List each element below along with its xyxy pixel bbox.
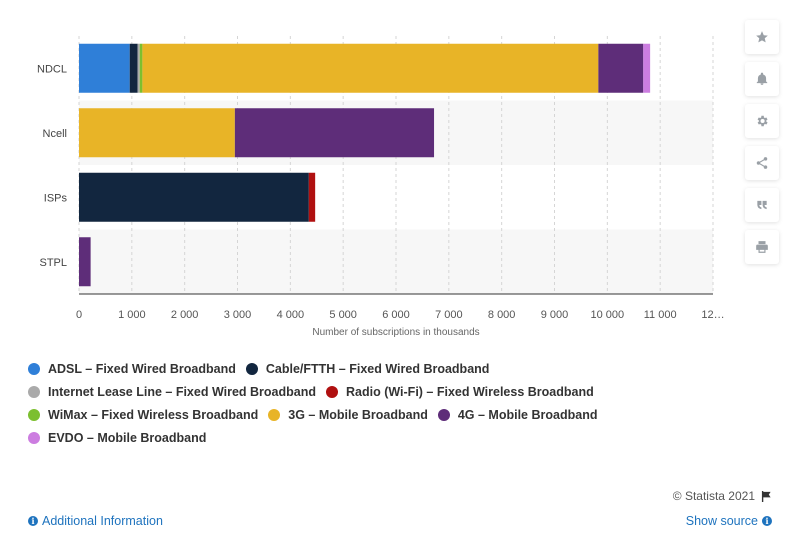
quote-icon (757, 200, 767, 210)
legend-label: EVDO – Mobile Broadband (48, 430, 207, 445)
legend-marker (268, 408, 281, 421)
credit-text: © Statista 2021 (672, 489, 755, 503)
print-icon (756, 241, 768, 253)
bar-segment (79, 237, 91, 287)
legend-row: ADSL – Fixed Wired Broadband Cable/FTTH –… (28, 357, 708, 380)
legend-label: 4G – Mobile Broadband (457, 407, 598, 422)
x-tick-label: 0 (76, 309, 82, 321)
x-tick-label: 6 000 (382, 309, 410, 321)
legend-label: Internet Lease Line – Fixed Wired Broadb… (48, 384, 316, 399)
bar-segment (139, 43, 143, 93)
statista-credit[interactable]: © Statista 2021 (673, 489, 772, 503)
legend-label: Cable/FTTH – Fixed Wired Broadband (265, 361, 490, 376)
share-icon (756, 157, 768, 169)
bar-segment (142, 43, 599, 93)
legend-item[interactable]: ADSL – Fixed Wired Broadband (28, 357, 236, 380)
legend-row: Internet Lease Line – Fixed Wired Broadb… (28, 380, 708, 403)
legend: ADSL – Fixed Wired Broadband Cable/FTTH –… (28, 357, 708, 449)
legend-item[interactable]: Cable/FTTH – Fixed Wired Broadband (245, 357, 490, 380)
legend-marker (437, 408, 450, 421)
bar-segment (129, 43, 138, 93)
legend-row: WiMax – Fixed Wireless Broadband 3G – Mob… (28, 403, 708, 426)
legend-marker (326, 385, 338, 398)
legend-marker (28, 431, 40, 444)
x-tick-label: 9 000 (541, 309, 569, 321)
info-icon: i (28, 516, 38, 526)
category-label: STPL (39, 257, 67, 269)
x-tick-label: 12… (701, 309, 724, 321)
legend-marker (28, 385, 40, 398)
favorite-button[interactable] (745, 20, 779, 54)
share-button[interactable] (745, 146, 779, 180)
info-icon: i (762, 516, 772, 526)
additional-information-label: Additional Information (42, 514, 163, 528)
legend-marker (28, 362, 40, 375)
category-label: Ncell (43, 128, 67, 140)
cite-button[interactable] (745, 188, 779, 222)
x-tick-label: 3 000 (224, 309, 252, 321)
show-source-link[interactable]: Show source i (686, 514, 772, 528)
category-label: NDCL (37, 63, 67, 75)
bar-segment (234, 108, 435, 158)
bar-segment (598, 43, 644, 93)
bar-segment (643, 43, 651, 93)
gear-icon (757, 115, 768, 127)
additional-information-link[interactable]: i Additional Information (28, 514, 163, 528)
legend-label: Radio (Wi-Fi) – Fixed Wireless Broadband (346, 384, 594, 399)
settings-button[interactable] (745, 104, 779, 138)
legend-item[interactable]: 4G – Mobile Broadband (437, 403, 598, 426)
legend-item[interactable]: EVDO – Mobile Broadband (28, 426, 206, 449)
legend-marker (28, 408, 40, 421)
x-tick-label: 2 000 (171, 309, 199, 321)
bar-segment (137, 43, 140, 93)
x-tick-label: 7 000 (435, 309, 463, 321)
show-source-label: Show source (685, 514, 758, 528)
chart: 0 1 000 2 000 3 000 4 000 5 000 6 000 7 000 8 00… (37, 36, 725, 338)
x-tick-label: 11 000 (644, 309, 677, 321)
bar-segment (308, 172, 316, 222)
flag-icon (761, 490, 771, 502)
x-tick-label: 10 000 (591, 309, 625, 321)
legend-row: EVDO – Mobile Broadband (28, 426, 708, 449)
legend-item[interactable]: Internet Lease Line – Fixed Wired Broadb… (28, 380, 316, 403)
legend-marker (245, 362, 258, 375)
legend-item[interactable]: Radio (Wi-Fi) – Fixed Wireless Broadband (326, 380, 594, 403)
sidebar-toolbar (745, 20, 781, 272)
star-icon (756, 31, 768, 43)
bar-segment (79, 172, 309, 222)
legend-label: ADSL – Fixed Wired Broadband (48, 361, 236, 376)
x-axis-title: Number of subscriptions in thousands (312, 327, 479, 338)
x-tick-label: 5 000 (329, 309, 357, 321)
category-label: ISPs (44, 192, 68, 204)
legend-label: WiMax – Fixed Wireless Broadband (48, 407, 259, 422)
bar-segment (79, 43, 130, 93)
bar-segment (79, 108, 235, 158)
x-tick-label: 4 000 (277, 309, 305, 321)
legend-label: 3G – Mobile Broadband (288, 407, 428, 422)
legend-item[interactable]: WiMax – Fixed Wireless Broadband (28, 403, 258, 426)
bell-icon (756, 72, 768, 85)
x-tick-label: 8 000 (488, 309, 516, 321)
notification-button[interactable] (745, 62, 779, 96)
print-button[interactable] (745, 230, 779, 264)
x-tick-label: 1 000 (118, 309, 146, 321)
legend-item[interactable]: 3G – Mobile Broadband (268, 403, 428, 426)
